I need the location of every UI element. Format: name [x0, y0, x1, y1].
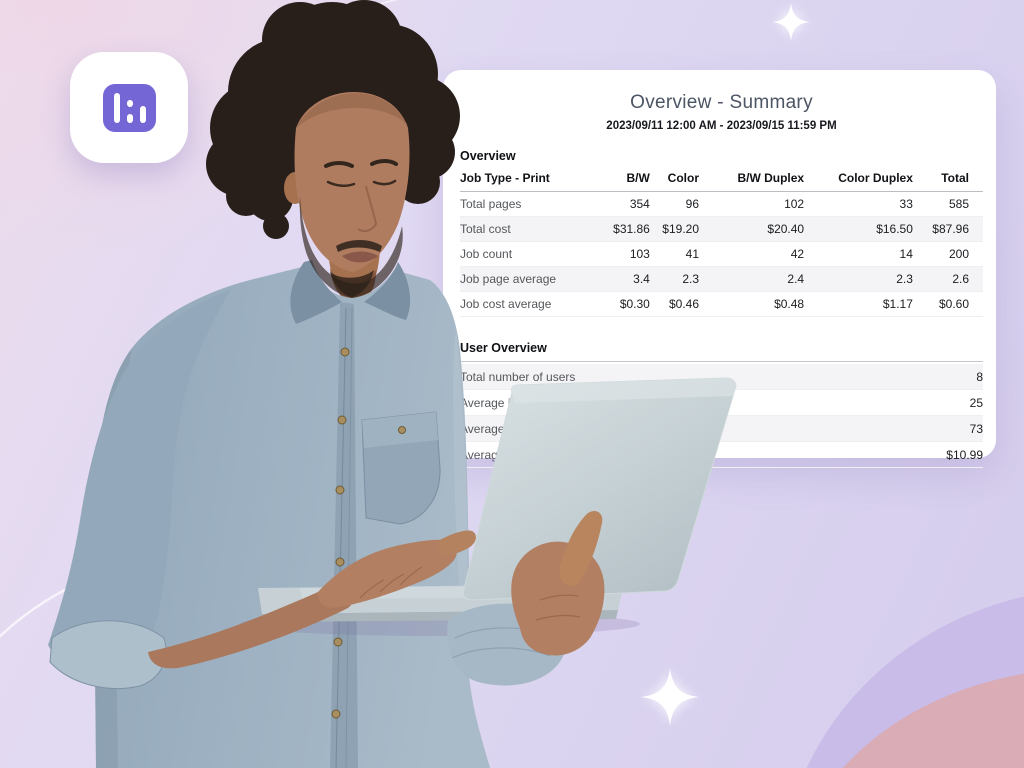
- table-row: Job cost average $0.30 $0.46 $0.48 $1.17…: [460, 291, 983, 317]
- col-total: Total: [912, 165, 983, 192]
- shirt-buttons: [331, 347, 350, 719]
- left-cuff-roll: [49, 620, 167, 689]
- person-eyes: [326, 179, 397, 187]
- left-sleeve: [48, 290, 230, 672]
- overview-table: Job Type - Print B/W Color B/W Duplex Co…: [460, 165, 983, 317]
- index-finger: [438, 530, 476, 556]
- person-nose: [357, 185, 378, 233]
- col-color: Color: [649, 165, 699, 192]
- person-beard: [299, 196, 403, 298]
- shirt-collar: [290, 260, 342, 324]
- sparkle-icon: [641, 668, 699, 731]
- person-lips: [342, 251, 378, 263]
- table-row: Total cost $31.86 $19.20 $20.40 $16.50 $…: [460, 216, 983, 242]
- report-title: Overview - Summary: [630, 92, 813, 113]
- table-row: Total pages 354 96 102 33 585: [460, 191, 983, 217]
- right-thumb: [560, 511, 603, 587]
- bar-chart-icon: [102, 83, 156, 132]
- table-row: Job page average 3.4 2.3 2.4 2.3 2.6: [460, 266, 983, 292]
- person-shirt: [48, 260, 490, 768]
- person-face: [294, 92, 410, 272]
- app-logo: [70, 52, 188, 163]
- col-bw-duplex: B/W Duplex: [699, 165, 805, 192]
- left-forearm: [148, 578, 356, 669]
- report-date-range: 2023/09/11 12:00 AM - 2023/09/15 11:59 P…: [606, 120, 837, 132]
- left-hand: [317, 539, 457, 608]
- col-job-type: Job Type - Print: [460, 165, 586, 192]
- col-bw: B/W: [585, 165, 650, 192]
- person-hands: [148, 511, 605, 686]
- person-mustache: [336, 240, 382, 252]
- shirt-pocket: [361, 411, 441, 525]
- user-overview-section-heading: User Overview: [460, 341, 983, 362]
- table-row: Job count 103 41 42 14 200: [460, 241, 983, 267]
- person-head: [206, 0, 460, 298]
- overview-header-row: Job Type - Print B/W Color B/W Duplex Co…: [460, 165, 983, 192]
- person-eyebrows: [324, 159, 398, 168]
- overview-section-heading: Overview: [460, 149, 516, 163]
- laptop-lid: [462, 377, 737, 601]
- sparkle-icon: [772, 3, 810, 46]
- col-color-duplex: Color Duplex: [804, 165, 913, 192]
